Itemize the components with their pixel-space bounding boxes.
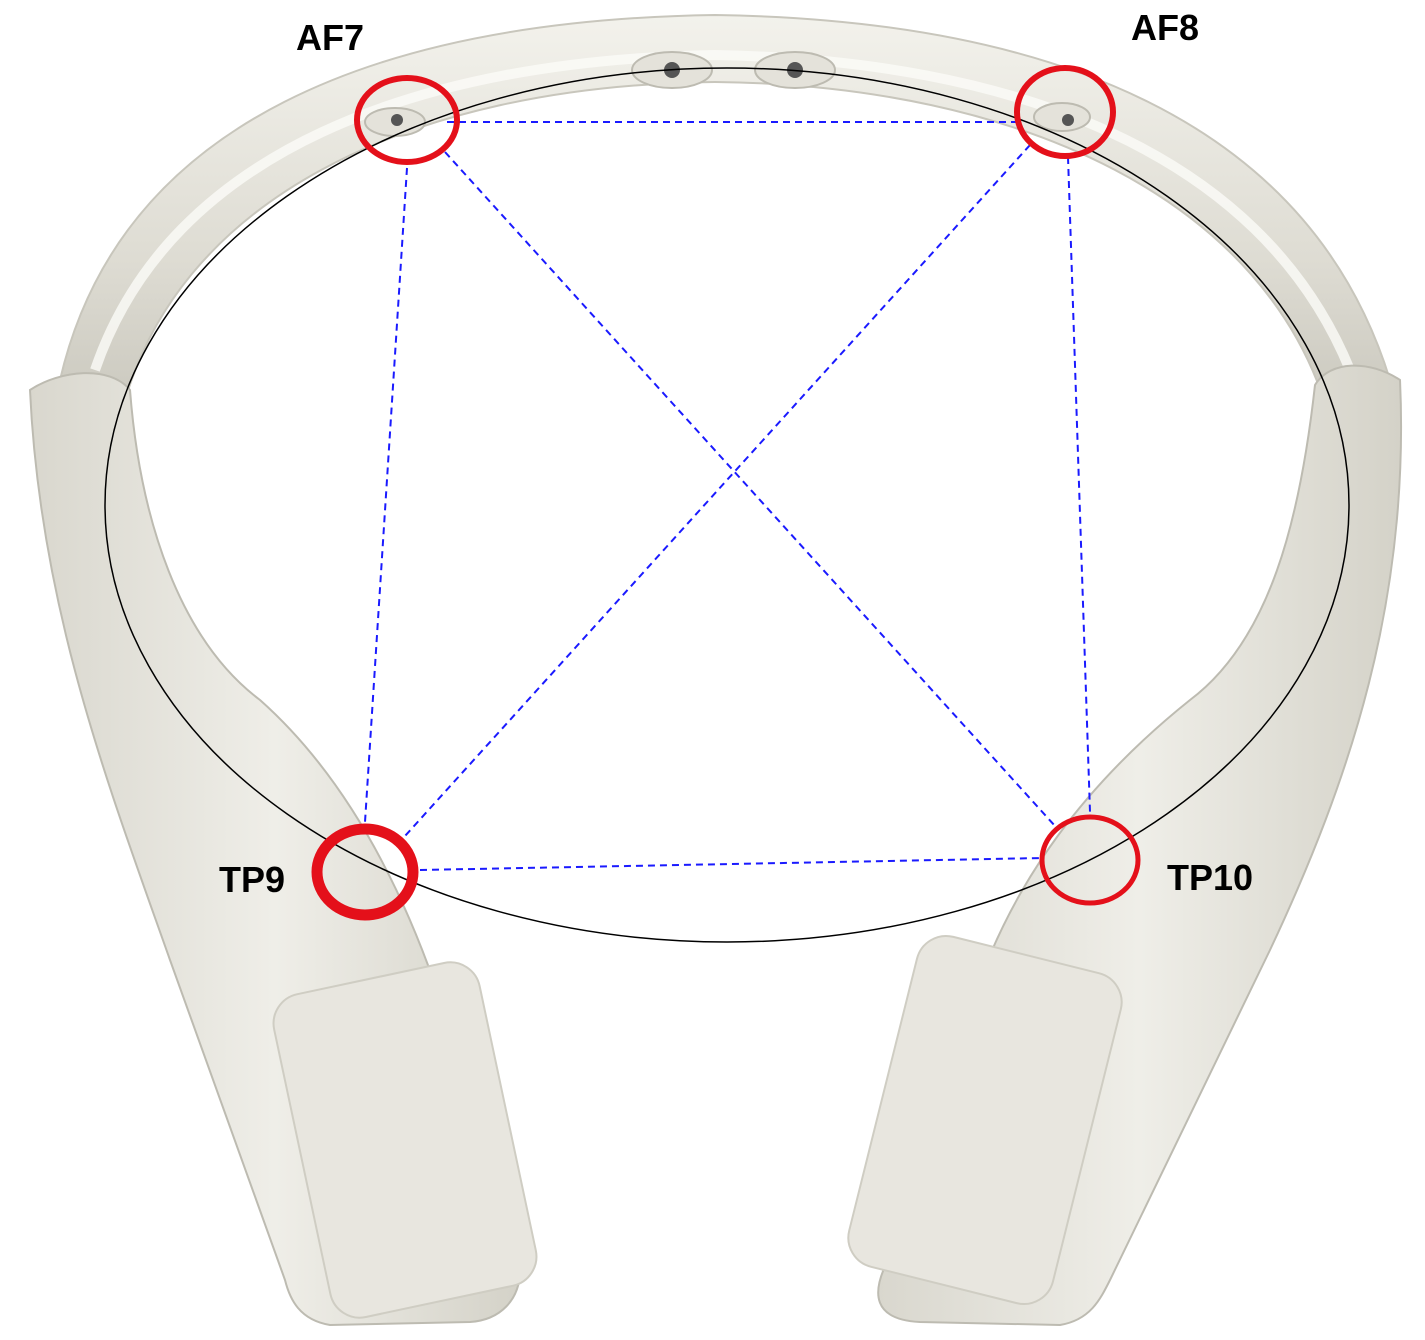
electrode-rings — [311, 65, 1141, 921]
connections — [364, 121, 1091, 871]
electrode-label: TP9 — [219, 859, 285, 900]
electrode-ring — [1039, 814, 1141, 906]
head-outline — [104, 67, 1350, 943]
electrode-label: AF7 — [296, 17, 364, 58]
electrode-label: TP10 — [1167, 857, 1253, 898]
connection — [444, 151, 1056, 827]
electrode-ring — [1014, 65, 1116, 159]
connection — [404, 144, 1031, 837]
connection — [364, 167, 408, 823]
headband — [28, 13, 1403, 1327]
electrode-label: AF8 — [1131, 7, 1199, 48]
electrode-ring — [311, 823, 419, 921]
connection — [419, 857, 1044, 871]
connection — [1067, 156, 1091, 813]
electrode-ring — [354, 75, 460, 165]
